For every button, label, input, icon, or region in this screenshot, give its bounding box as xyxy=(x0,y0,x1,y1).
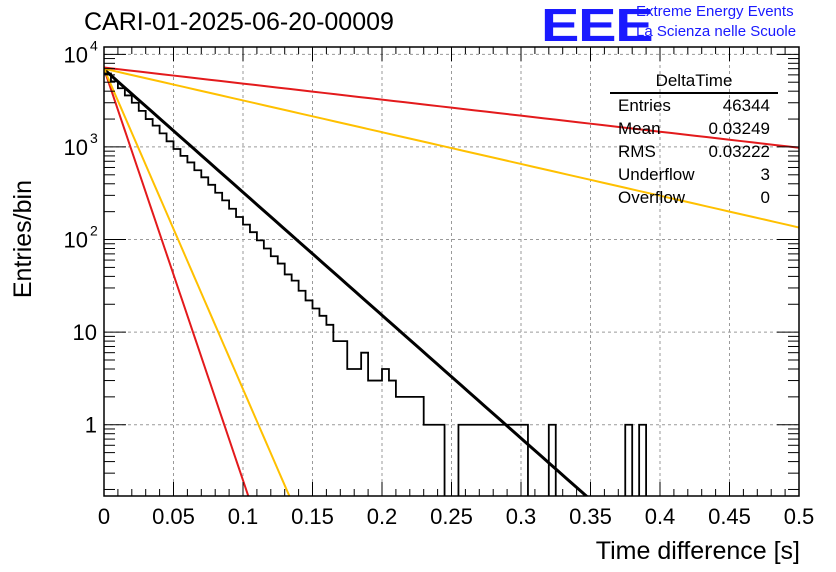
stats-value: 0.03249 xyxy=(708,119,770,138)
x-tick-label: 0.1 xyxy=(228,504,259,529)
logo-tagline-1: Extreme Energy Events xyxy=(636,3,794,20)
stats-label: Entries xyxy=(618,96,671,115)
series-line-orange-slow xyxy=(104,67,799,229)
series-line-red-slow xyxy=(104,66,799,149)
x-tick-label: 0 xyxy=(98,504,110,529)
stats-label: Overflow xyxy=(618,188,686,207)
x-tick-label: 0.2 xyxy=(367,504,398,529)
series-line-orange-fast xyxy=(104,68,291,496)
stats-value: 3 xyxy=(760,165,770,184)
x-tick-label: 0.45 xyxy=(708,504,751,529)
stats-value: 0 xyxy=(760,188,770,207)
y-tick-label: 10 xyxy=(64,135,88,160)
stats-row: Overflow 0 xyxy=(610,186,778,209)
stats-box: DeltaTime Entries 46344 Mean 0.03249 RMS… xyxy=(610,70,778,209)
series-line-red-fast xyxy=(104,68,250,496)
stats-value: 0.03222 xyxy=(708,142,770,161)
axis-labels: 0 0.05 0.1 0.15 0.2 0.25 0.3 0.35 0.4 0.45 0.5 1 10 1… xyxy=(64,37,815,529)
x-tick-label: 0.5 xyxy=(784,504,815,529)
x-tick-label: 0.4 xyxy=(645,504,676,529)
series-line-fit xyxy=(104,68,589,496)
stats-label: RMS xyxy=(618,142,656,161)
stats-row: Mean 0.03249 xyxy=(610,117,778,140)
axis-ticks xyxy=(103,47,800,496)
stats-row: Entries 46344 xyxy=(610,94,778,117)
x-tick-label: 0.15 xyxy=(291,504,334,529)
y-tick-exponent: 3 xyxy=(90,130,98,146)
stats-value: 46344 xyxy=(722,96,770,115)
y-tick-label: 10 xyxy=(73,320,97,345)
x-axis-title: Time difference [s] xyxy=(596,537,800,565)
series-layer xyxy=(104,66,799,496)
stats-title: DeltaTime xyxy=(610,70,778,94)
stats-row: Underflow 3 xyxy=(610,163,778,186)
histogram-layer xyxy=(104,72,647,496)
y-tick-exponent: 4 xyxy=(90,37,98,53)
x-tick-label: 0.05 xyxy=(152,504,195,529)
stats-row: RMS 0.03222 xyxy=(610,140,778,163)
chart-title: CARI-01-2025-06-20-00009 xyxy=(84,8,394,36)
grid xyxy=(104,47,799,496)
x-tick-label: 0.35 xyxy=(569,504,612,529)
y-axis-title: Entries/bin xyxy=(9,180,37,298)
stats-label: Mean xyxy=(618,119,661,138)
logo-tagline-2: La Scienza nelle Scuole xyxy=(636,23,797,40)
x-tick-label: 0.25 xyxy=(430,504,473,529)
x-tick-label: 0.3 xyxy=(506,504,537,529)
y-tick-label: 10 xyxy=(64,42,88,67)
eee-logo: EEE xyxy=(541,0,654,51)
stats-label: Underflow xyxy=(618,165,695,184)
y-tick-label: 1 xyxy=(85,413,97,438)
y-tick-exponent: 2 xyxy=(90,223,98,239)
y-tick-label: 10 xyxy=(64,228,88,253)
histogram-bins xyxy=(104,72,647,496)
